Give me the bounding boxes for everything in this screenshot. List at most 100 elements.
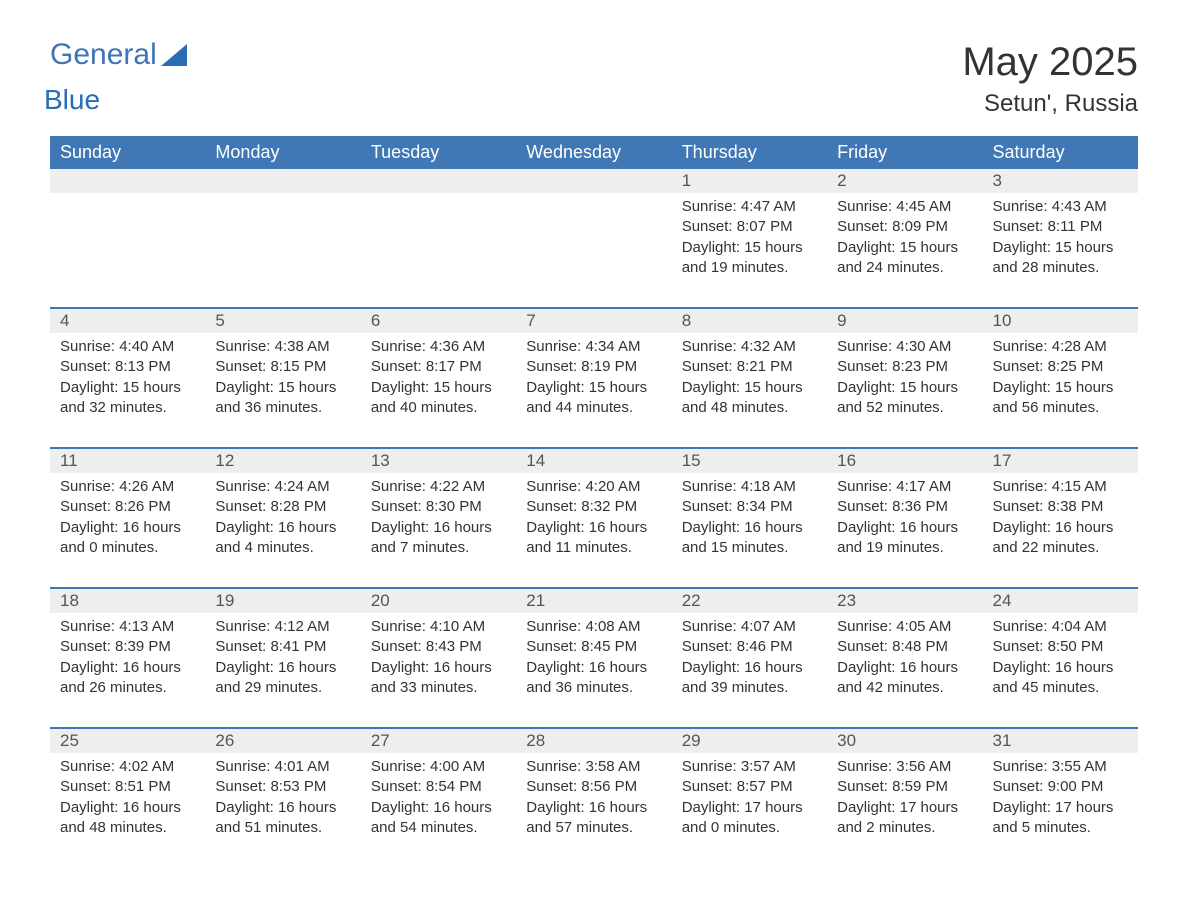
day-sunset: Sunset: 8:53 PM (215, 777, 350, 797)
day-daylight2: and 44 minutes. (526, 398, 661, 418)
day-cell: Sunrise: 4:02 AMSunset: 8:51 PMDaylight:… (50, 753, 205, 867)
day-daylight2: and 11 minutes. (526, 538, 661, 558)
day-daylight1: Daylight: 15 hours (526, 378, 661, 398)
day-cell: Sunrise: 4:22 AMSunset: 8:30 PMDaylight:… (361, 473, 516, 587)
day-cell: Sunrise: 4:24 AMSunset: 8:28 PMDaylight:… (205, 473, 360, 587)
day-daylight2: and 42 minutes. (837, 678, 972, 698)
day-number: 30 (827, 729, 982, 753)
day-sunset: Sunset: 8:54 PM (371, 777, 506, 797)
day-number-row: 18192021222324 (50, 589, 1138, 613)
day-cell: Sunrise: 4:28 AMSunset: 8:25 PMDaylight:… (983, 333, 1138, 447)
day-cell: Sunrise: 4:10 AMSunset: 8:43 PMDaylight:… (361, 613, 516, 727)
day-daylight2: and 24 minutes. (837, 258, 972, 278)
day-cell: Sunrise: 4:00 AMSunset: 8:54 PMDaylight:… (361, 753, 516, 867)
day-cell: Sunrise: 4:15 AMSunset: 8:38 PMDaylight:… (983, 473, 1138, 587)
day-cell: Sunrise: 4:32 AMSunset: 8:21 PMDaylight:… (672, 333, 827, 447)
day-daylight1: Daylight: 16 hours (60, 658, 195, 678)
weekday-header-row: Sunday Monday Tuesday Wednesday Thursday… (50, 136, 1138, 169)
logo-text-block: General Blue (50, 40, 187, 102)
day-sunrise: Sunrise: 4:17 AM (837, 477, 972, 497)
day-sunrise: Sunrise: 4:45 AM (837, 197, 972, 217)
day-sunset: Sunset: 8:23 PM (837, 357, 972, 377)
day-daylight2: and 51 minutes. (215, 818, 350, 838)
day-daylight1: Daylight: 15 hours (993, 238, 1128, 258)
day-daylight1: Daylight: 16 hours (371, 658, 506, 678)
day-daylight1: Daylight: 15 hours (682, 238, 817, 258)
page-title: May 2025 (962, 40, 1138, 84)
day-daylight1: Daylight: 16 hours (371, 518, 506, 538)
day-daylight2: and 48 minutes. (682, 398, 817, 418)
day-cell: Sunrise: 4:08 AMSunset: 8:45 PMDaylight:… (516, 613, 671, 727)
brand-word-1: General (50, 38, 157, 71)
day-daylight1: Daylight: 16 hours (526, 518, 661, 538)
day-cell: Sunrise: 4:26 AMSunset: 8:26 PMDaylight:… (50, 473, 205, 587)
calendar-week: 123Sunrise: 4:47 AMSunset: 8:07 PMDaylig… (50, 169, 1138, 307)
day-cell: Sunrise: 4:40 AMSunset: 8:13 PMDaylight:… (50, 333, 205, 447)
day-sunrise: Sunrise: 4:22 AM (371, 477, 506, 497)
day-sunset: Sunset: 9:00 PM (993, 777, 1128, 797)
day-cell: Sunrise: 4:07 AMSunset: 8:46 PMDaylight:… (672, 613, 827, 727)
day-daylight2: and 19 minutes. (682, 258, 817, 278)
day-daylight2: and 0 minutes. (682, 818, 817, 838)
day-cell: Sunrise: 3:57 AMSunset: 8:57 PMDaylight:… (672, 753, 827, 867)
day-sunrise: Sunrise: 3:56 AM (837, 757, 972, 777)
day-sunset: Sunset: 8:41 PM (215, 637, 350, 657)
day-number: 12 (205, 449, 360, 473)
day-number-row: 45678910 (50, 309, 1138, 333)
day-sunrise: Sunrise: 4:12 AM (215, 617, 350, 637)
brand-word-2: Blue (44, 84, 181, 116)
day-sunset: Sunset: 8:28 PM (215, 497, 350, 517)
day-number: 18 (50, 589, 205, 613)
day-daylight1: Daylight: 16 hours (60, 518, 195, 538)
top-bar: General Blue May 2025 Setun', Russia (50, 40, 1138, 118)
day-daylight2: and 22 minutes. (993, 538, 1128, 558)
weekday-header: Thursday (672, 136, 827, 169)
day-sunrise: Sunrise: 3:58 AM (526, 757, 661, 777)
day-daylight2: and 56 minutes. (993, 398, 1128, 418)
day-daylight2: and 48 minutes. (60, 818, 195, 838)
day-daylight1: Daylight: 15 hours (60, 378, 195, 398)
day-daylight1: Daylight: 16 hours (526, 798, 661, 818)
day-number: 20 (361, 589, 516, 613)
day-daylight2: and 7 minutes. (371, 538, 506, 558)
day-sunset: Sunset: 8:30 PM (371, 497, 506, 517)
day-number: 19 (205, 589, 360, 613)
day-daylight1: Daylight: 16 hours (993, 658, 1128, 678)
day-sunset: Sunset: 8:51 PM (60, 777, 195, 797)
day-number: 6 (361, 309, 516, 333)
day-daylight2: and 15 minutes. (682, 538, 817, 558)
weeks-container: 123Sunrise: 4:47 AMSunset: 8:07 PMDaylig… (50, 169, 1138, 867)
day-number: 16 (827, 449, 982, 473)
day-daylight2: and 0 minutes. (60, 538, 195, 558)
day-number: 25 (50, 729, 205, 753)
day-cell: Sunrise: 4:04 AMSunset: 8:50 PMDaylight:… (983, 613, 1138, 727)
day-sunset: Sunset: 8:11 PM (993, 217, 1128, 237)
day-sunrise: Sunrise: 3:57 AM (682, 757, 817, 777)
day-cell (361, 193, 516, 307)
day-cell: Sunrise: 4:17 AMSunset: 8:36 PMDaylight:… (827, 473, 982, 587)
day-daylight1: Daylight: 17 hours (682, 798, 817, 818)
day-number: 3 (983, 169, 1138, 193)
day-number: 7 (516, 309, 671, 333)
day-sunset: Sunset: 8:13 PM (60, 357, 195, 377)
day-sunset: Sunset: 8:26 PM (60, 497, 195, 517)
day-number: 17 (983, 449, 1138, 473)
day-cell: Sunrise: 4:13 AMSunset: 8:39 PMDaylight:… (50, 613, 205, 727)
sail-icon (161, 44, 187, 71)
day-sunrise: Sunrise: 4:08 AM (526, 617, 661, 637)
day-sunrise: Sunrise: 4:40 AM (60, 337, 195, 357)
brand-logo: General Blue (50, 40, 187, 102)
day-cell: Sunrise: 4:05 AMSunset: 8:48 PMDaylight:… (827, 613, 982, 727)
day-daylight2: and 4 minutes. (215, 538, 350, 558)
day-sunrise: Sunrise: 4:10 AM (371, 617, 506, 637)
day-daylight1: Daylight: 16 hours (837, 658, 972, 678)
day-cell (205, 193, 360, 307)
day-cell: Sunrise: 4:30 AMSunset: 8:23 PMDaylight:… (827, 333, 982, 447)
calendar-week: 11121314151617Sunrise: 4:26 AMSunset: 8:… (50, 447, 1138, 587)
day-sunrise: Sunrise: 4:18 AM (682, 477, 817, 497)
day-number (50, 169, 205, 193)
weekday-header: Sunday (50, 136, 205, 169)
day-daylight1: Daylight: 15 hours (837, 238, 972, 258)
day-sunset: Sunset: 8:19 PM (526, 357, 661, 377)
day-number: 9 (827, 309, 982, 333)
